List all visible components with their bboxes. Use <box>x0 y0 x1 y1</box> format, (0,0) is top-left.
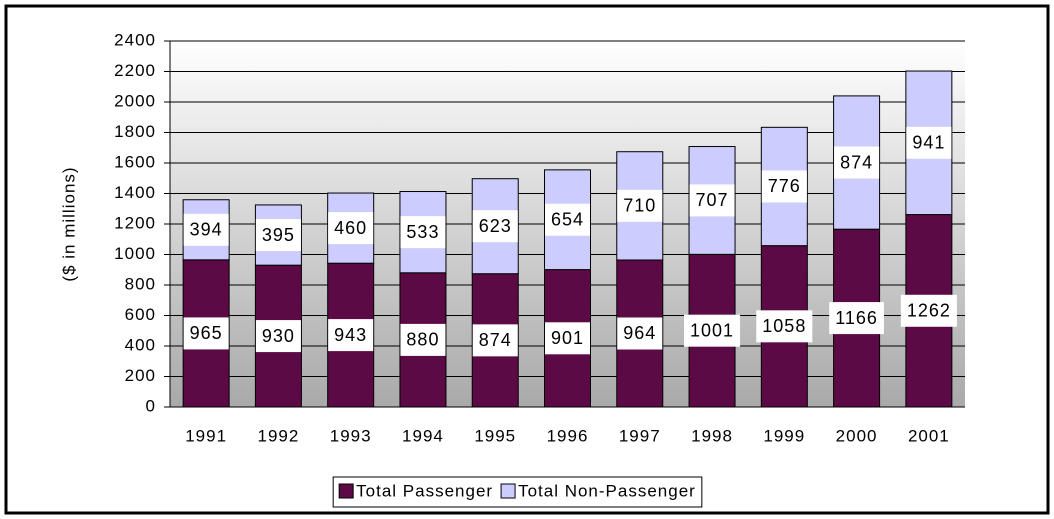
y-tick-label: 1200 <box>114 213 156 232</box>
data-label-box <box>761 170 807 203</box>
data-label-box <box>255 219 301 252</box>
data-label-box <box>400 216 446 249</box>
data-label: 964 <box>623 323 656 343</box>
data-label: 707 <box>696 190 729 210</box>
data-label: 460 <box>334 218 367 238</box>
data-label-box <box>617 189 663 222</box>
legend-label: Total Non-Passenger <box>518 481 696 500</box>
data-label: 1058 <box>762 316 806 336</box>
data-label: 776 <box>768 176 801 196</box>
data-label-box <box>472 210 518 243</box>
data-label-box <box>829 302 884 335</box>
x-tick-label: 1993 <box>330 426 372 445</box>
data-label: 930 <box>262 326 295 346</box>
data-label-box <box>834 146 880 179</box>
data-label: 874 <box>840 152 873 172</box>
data-label-box <box>328 319 374 352</box>
data-label-box <box>756 310 813 343</box>
legend-box <box>332 476 703 508</box>
y-tick-label: 0 <box>146 396 156 415</box>
data-label-box <box>255 320 301 353</box>
y-tick-label: 400 <box>125 335 156 354</box>
y-tick-label: 800 <box>125 274 156 293</box>
x-tick-label: 1992 <box>257 426 299 445</box>
data-label: 394 <box>190 220 223 240</box>
data-label: 941 <box>912 133 945 153</box>
data-label-box <box>906 126 952 159</box>
x-tick-label: 1996 <box>547 426 589 445</box>
data-label: 1262 <box>907 301 951 321</box>
y-tick-label: 1000 <box>114 244 156 263</box>
y-tick-label: 600 <box>125 305 156 324</box>
x-tick-label: 2001 <box>908 426 950 445</box>
data-label-box <box>328 212 374 245</box>
data-label: 874 <box>479 330 512 350</box>
data-label: 395 <box>262 225 295 245</box>
legend-swatch <box>500 483 516 499</box>
data-label: 654 <box>551 209 584 229</box>
y-tick-label: 2000 <box>114 91 156 110</box>
data-label: 965 <box>190 323 223 343</box>
y-tick-label: 1800 <box>114 122 156 141</box>
data-label: 533 <box>406 222 439 242</box>
data-label-box <box>544 322 591 355</box>
data-label-box <box>684 314 741 347</box>
legend-label: Total Passenger <box>356 481 493 500</box>
y-tick-label: 2400 <box>114 30 156 49</box>
x-tick-label: 1997 <box>619 426 661 445</box>
x-tick-label: 2000 <box>836 426 878 445</box>
y-tick-label: 200 <box>125 366 156 385</box>
data-label: 710 <box>623 196 656 216</box>
data-label: 1166 <box>835 308 878 328</box>
x-tick-label: 1995 <box>474 426 516 445</box>
data-label-box <box>900 294 957 327</box>
legend-swatch <box>338 483 354 499</box>
data-label-box <box>689 184 735 217</box>
data-label-box <box>400 323 446 356</box>
data-label: 943 <box>334 325 367 345</box>
x-tick-label: 1999 <box>763 426 805 445</box>
data-label: 880 <box>406 330 439 350</box>
x-tick-label: 1994 <box>402 426 444 445</box>
y-tick-label: 2200 <box>114 61 156 80</box>
data-label-box <box>183 317 229 350</box>
data-label: 1001 <box>690 320 734 340</box>
x-tick-label: 1998 <box>691 426 733 445</box>
data-label: 901 <box>551 328 584 348</box>
data-label: 623 <box>479 216 512 236</box>
data-label-box <box>472 324 518 357</box>
y-tick-label: 1400 <box>114 183 156 202</box>
data-label-box <box>544 203 591 236</box>
data-label-box <box>183 213 229 246</box>
y-tick-label: 1600 <box>114 152 156 171</box>
data-label-box <box>617 317 663 350</box>
x-tick-label: 1991 <box>185 426 227 445</box>
y-axis-title: ($ in millions) <box>59 166 78 281</box>
